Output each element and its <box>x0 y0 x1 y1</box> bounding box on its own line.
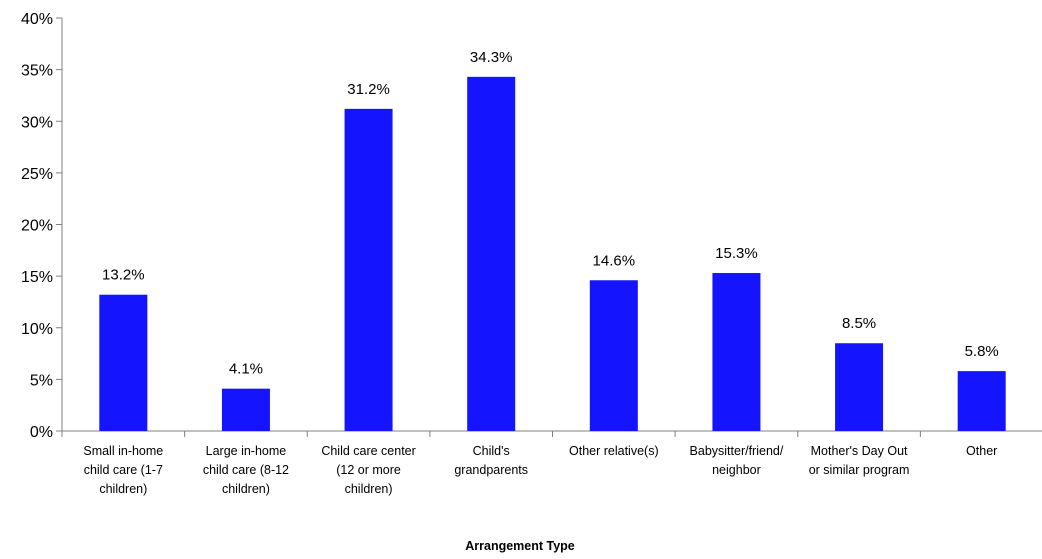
category-label-line: children) <box>345 482 393 496</box>
y-tick-label: 5% <box>30 372 53 389</box>
y-tick-label: 20% <box>21 218 53 235</box>
category-label-line: Small in-home <box>83 444 163 458</box>
category-label: Large in-home child care (8-12 children) <box>203 444 289 496</box>
data-label: 31.2% <box>347 81 390 98</box>
y-axis: 0% 5% 10% 15% 20% 25% 30% 35% 40% <box>21 11 62 441</box>
category-label-line: (12 or more <box>336 463 401 477</box>
category-label-line: or similar program <box>809 463 910 477</box>
category-labels: Small in-home child care (1-7 children)Lar… <box>83 444 997 496</box>
y-tick-label: 15% <box>21 269 53 286</box>
data-label: 34.3% <box>470 49 513 66</box>
category-label-line: Child care center <box>321 444 416 458</box>
category-label-line: child care (1-7 <box>84 463 163 477</box>
category-label-line: Child's <box>473 444 510 458</box>
category-label-line: Other relative(s) <box>569 444 659 458</box>
category-label: Child care center (12 or more children) <box>321 444 416 496</box>
bar <box>345 109 393 431</box>
data-label: 13.2% <box>102 267 145 284</box>
category-label-line: Babysitter/friend/ <box>690 444 784 458</box>
bar <box>467 77 515 431</box>
category-label-line: children) <box>222 482 270 496</box>
category-label: Other relative(s) <box>569 444 659 458</box>
category-label-line: neighbor <box>712 463 761 477</box>
bar <box>222 389 270 431</box>
data-label: 15.3% <box>715 245 758 262</box>
y-tick-label: 0% <box>30 424 53 441</box>
y-tick-label: 10% <box>21 321 53 338</box>
bar <box>590 280 638 431</box>
y-tick-label: 30% <box>21 114 53 131</box>
data-label: 5.8% <box>965 343 999 360</box>
data-label: 4.1% <box>229 361 263 378</box>
x-axis-title: Arrangement Type <box>465 539 575 553</box>
bars <box>99 77 1005 431</box>
y-tick-label: 25% <box>21 166 53 183</box>
y-tick-label: 40% <box>21 11 53 28</box>
category-label: Small in-home child care (1-7 children) <box>83 444 163 496</box>
data-label: 8.5% <box>842 315 876 332</box>
x-axis <box>62 431 1042 437</box>
category-label-line: Other <box>966 444 997 458</box>
y-tick-label: 35% <box>21 63 53 80</box>
category-label: Other <box>966 444 997 458</box>
bar <box>99 295 147 431</box>
category-label: Child's grandparents <box>454 444 528 477</box>
category-label-line: grandparents <box>454 463 528 477</box>
bar <box>835 343 883 431</box>
category-label-line: Mother's Day Out <box>811 444 908 458</box>
category-label: Babysitter/friend/neighbor <box>690 444 784 477</box>
category-label: Mother's Day Out or similar program <box>809 444 910 477</box>
category-label-line: children) <box>99 482 147 496</box>
bar <box>958 371 1006 431</box>
category-label-line: child care (8-12 <box>203 463 289 477</box>
category-label-line: Large in-home <box>206 444 287 458</box>
bar <box>712 273 760 431</box>
data-label: 14.6% <box>593 252 636 269</box>
data-labels: 13.2% 4.1% 31.2% 34.3% 14.6% 15.3% 8.5% 5.8% <box>102 49 999 378</box>
